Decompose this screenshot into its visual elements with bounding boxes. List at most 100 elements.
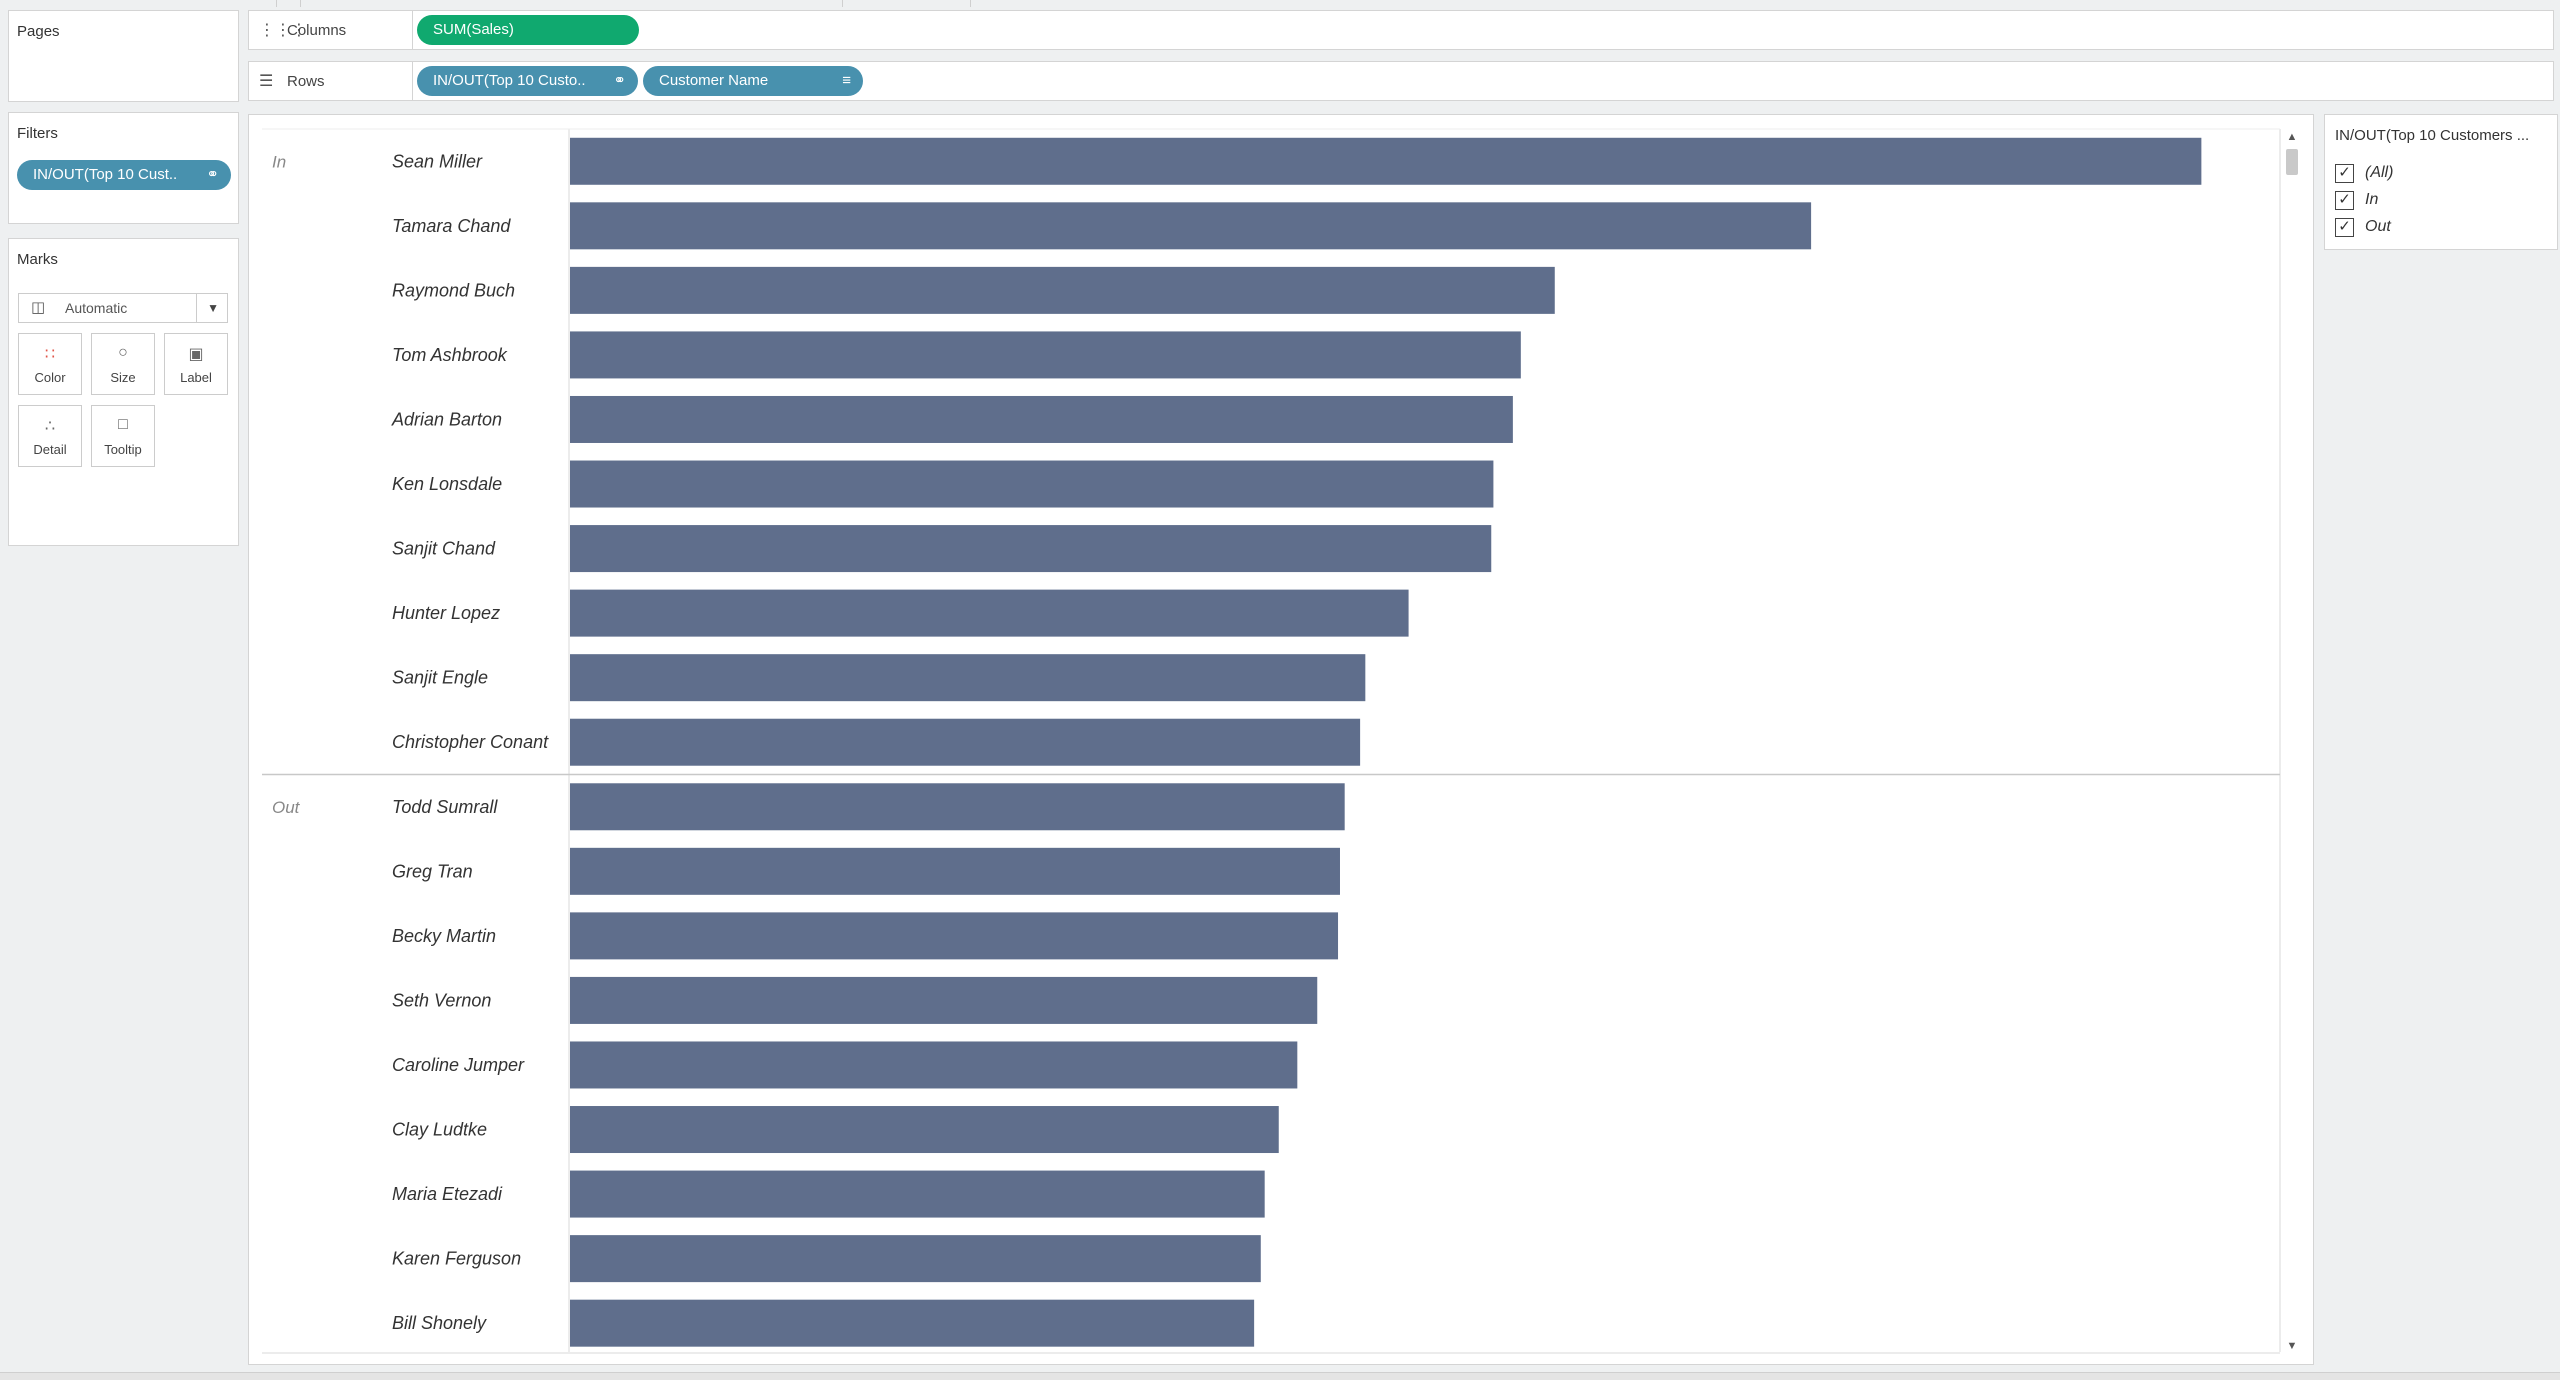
- tooltip-button[interactable]: □ Tooltip: [91, 405, 155, 467]
- rows-label: Rows: [287, 73, 325, 90]
- marks-title: Marks: [17, 251, 58, 268]
- filter-option-label: In: [2365, 191, 2379, 208]
- sales-bar[interactable]: [570, 847, 1340, 895]
- chart-view[interactable]: In Sean Miller Tamara Chand Raymond Buch Tom…: [248, 114, 2314, 1365]
- customer-name-label: Todd Sumrall: [392, 797, 498, 817]
- sales-bar[interactable]: [570, 1235, 1261, 1283]
- customer-name-label: Maria Etezadi: [392, 1184, 503, 1204]
- checkbox-checked-icon[interactable]: ✓: [2335, 218, 2354, 237]
- customer-name-label: Sanjit Chand: [392, 539, 496, 559]
- filter-option-label: Out: [2365, 218, 2391, 235]
- label-button-label: Label: [180, 370, 212, 385]
- sort-descending-icon: ≡: [842, 72, 851, 89]
- sales-bar[interactable]: [570, 912, 1339, 960]
- sum-sales-pill[interactable]: SUM(Sales): [417, 15, 639, 45]
- columns-shelf[interactable]: ⋮⋮⋮ Columns SUM(Sales): [248, 10, 2554, 50]
- customer-name-label: Adrian Barton: [391, 409, 502, 429]
- group-label: Out: [272, 798, 301, 817]
- mark-type-value: Automatic: [65, 300, 128, 316]
- detail-dots-icon: ∴: [44, 418, 56, 435]
- sales-bar[interactable]: [570, 137, 2202, 185]
- in-out-set-pill[interactable]: IN/OUT(Top 10 Custo.. ⚭: [417, 66, 638, 96]
- checkbox-checked-icon[interactable]: ✓: [2335, 191, 2354, 210]
- checkbox-checked-icon[interactable]: ✓: [2335, 164, 2354, 183]
- in-out-quick-filter[interactable]: IN/OUT(Top 10 Customers ... ✓ (All) ✓ In…: [2324, 114, 2558, 250]
- sales-bar[interactable]: [570, 460, 1494, 508]
- tooltip-bubble-icon: □: [118, 416, 128, 433]
- sales-bar[interactable]: [570, 1106, 1279, 1154]
- customer-name-label: Seth Vernon: [392, 990, 491, 1010]
- top-tab-divider: [300, 0, 301, 7]
- set-icon: ⚭: [206, 166, 219, 183]
- customer-name-label: Bill Shonely: [392, 1313, 487, 1333]
- chevron-down-icon[interactable]: ▼: [207, 301, 219, 315]
- customer-name-label: Ken Lonsdale: [392, 474, 502, 494]
- customer-name-label: Christopher Conant: [392, 732, 549, 752]
- sales-bar[interactable]: [570, 266, 1555, 314]
- customer-name-label: Tamara Chand: [392, 216, 511, 236]
- customer-name-label: Sanjit Engle: [392, 668, 488, 688]
- size-button[interactable]: ○ Size: [91, 333, 155, 395]
- customer-name-label: Raymond Buch: [392, 280, 515, 300]
- sales-bar[interactable]: [570, 331, 1521, 379]
- color-button[interactable]: ∷ Color: [18, 333, 82, 395]
- size-circles-icon: ○: [118, 344, 128, 361]
- customer-name-label: Sean Miller: [392, 151, 483, 171]
- tooltip-button-label: Tooltip: [104, 442, 142, 457]
- sales-bar[interactable]: [570, 976, 1318, 1024]
- customer-name-pill-label: Customer Name: [659, 72, 769, 89]
- customer-name-label: Caroline Jumper: [392, 1055, 525, 1075]
- filter-option-label: (All): [2365, 164, 2394, 181]
- sales-bar[interactable]: [570, 589, 1409, 637]
- scroll-down-icon[interactable]: ▼: [2286, 1340, 2298, 1352]
- size-button-label: Size: [110, 370, 136, 385]
- sheet-tabs-strip: [0, 1372, 2560, 1380]
- rows-icon: ☰: [259, 73, 274, 90]
- customer-name-label: Karen Ferguson: [392, 1249, 521, 1269]
- customer-name-pill[interactable]: Customer Name ≡: [643, 66, 863, 96]
- top-tab-divider: [842, 0, 843, 7]
- sales-bar[interactable]: [570, 1299, 1255, 1347]
- scroll-thumb[interactable]: [2286, 149, 2298, 175]
- label-button[interactable]: ▣ Label: [164, 333, 228, 395]
- sales-bar[interactable]: [570, 202, 1812, 250]
- group-label: In: [272, 152, 286, 171]
- filter-pill-label: IN/OUT(Top 10 Cust..: [33, 166, 178, 183]
- rows-shelf-header: ☰ Rows: [249, 62, 413, 100]
- sales-bar[interactable]: [570, 783, 1345, 831]
- quick-filter-title: IN/OUT(Top 10 Customers ...: [2335, 127, 2530, 144]
- top-tab-divider: [970, 0, 971, 7]
- customer-name-label: Becky Martin: [392, 926, 496, 946]
- detail-button-label: Detail: [33, 442, 67, 457]
- filter-pill[interactable]: IN/OUT(Top 10 Cust.. ⚭: [17, 160, 231, 190]
- bar-chart[interactable]: In Sean Miller Tamara Chand Raymond Buch Tom…: [249, 115, 2283, 1366]
- pages-card[interactable]: Pages: [8, 10, 239, 102]
- scroll-up-icon[interactable]: ▲: [2286, 131, 2298, 143]
- rows-shelf[interactable]: ☰ Rows IN/OUT(Top 10 Custo.. ⚭ Customer …: [248, 61, 2554, 101]
- customer-name-label: Greg Tran: [392, 861, 473, 881]
- color-dots-icon: ∷: [44, 346, 56, 363]
- marks-card: Marks ◫ Automatic ▼ ∷ Color ○ Size ▣ Lab…: [8, 238, 239, 546]
- sales-bar[interactable]: [570, 395, 1513, 443]
- vertical-scrollbar[interactable]: ▲ ▼: [2283, 129, 2301, 1354]
- columns-label: Columns: [287, 22, 347, 39]
- customer-name-label: Hunter Lopez: [392, 603, 500, 623]
- detail-button[interactable]: ∴ Detail: [18, 405, 82, 467]
- filters-card[interactable]: Filters IN/OUT(Top 10 Cust.. ⚭: [8, 112, 239, 224]
- columns-shelf-header: ⋮⋮⋮ Columns: [249, 11, 413, 49]
- pages-title: Pages: [17, 23, 60, 40]
- color-button-label: Color: [34, 370, 66, 385]
- set-icon: ⚭: [613, 72, 626, 89]
- customer-name-label: Tom Ashbrook: [392, 345, 508, 365]
- sales-bar[interactable]: [570, 525, 1492, 573]
- sales-bar[interactable]: [570, 718, 1361, 766]
- label-text-icon: ▣: [188, 346, 204, 363]
- sales-bar[interactable]: [570, 1170, 1265, 1218]
- dropdown-separator: [196, 294, 197, 322]
- filters-title: Filters: [17, 125, 58, 142]
- sales-bar[interactable]: [570, 1041, 1298, 1089]
- sum-sales-pill-label: SUM(Sales): [433, 21, 514, 38]
- mark-type-dropdown[interactable]: ◫ Automatic ▼: [18, 293, 228, 323]
- sales-bar[interactable]: [570, 654, 1366, 702]
- bar-chart-icon: ◫: [31, 299, 46, 316]
